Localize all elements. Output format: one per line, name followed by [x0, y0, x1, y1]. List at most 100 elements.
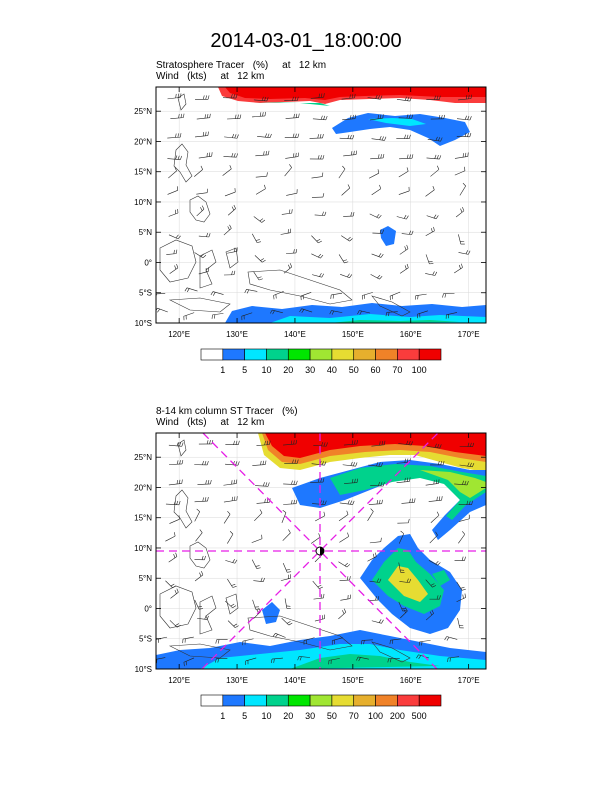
- wind-barb-feather: [349, 134, 352, 139]
- wind-barb-feather: [319, 272, 322, 277]
- wind-barb-feather: [321, 93, 323, 98]
- wind-barb-shaft: [425, 579, 433, 588]
- wind-barb-feather: [379, 499, 381, 504]
- wind-barb-feather: [429, 611, 433, 616]
- wind-barb-feather: [403, 609, 406, 613]
- wind-barb-feather: [381, 619, 384, 624]
- panel1-gridlines: [156, 87, 486, 324]
- wind-barb-shaft: [459, 185, 466, 196]
- wind-barb-shaft: [168, 212, 179, 217]
- colorbar-label: 200: [390, 711, 405, 721]
- wind-barb-feather: [377, 596, 380, 601]
- wind-barb-feather: [409, 230, 412, 235]
- wind-barb-feather: [290, 440, 293, 445]
- wind-barb-feather: [471, 500, 473, 505]
- wind-barb-feather: [173, 532, 176, 537]
- panel2-frame: [155, 432, 487, 670]
- wind-barb-shaft: [273, 290, 284, 296]
- wind-barb-feather: [179, 133, 182, 138]
- panel1-coast-southern: [168, 297, 231, 313]
- wind-barb-feather: [322, 133, 324, 138]
- wind-barb-feather: [436, 165, 440, 170]
- wind-barb-shaft: [415, 293, 427, 296]
- wind-barb-feather: [177, 133, 179, 138]
- wind-barb-feather: [323, 593, 325, 598]
- wind-barb-feather: [441, 496, 443, 501]
- panel2-small-patch-east: [432, 570, 450, 586]
- wind-barb-feather: [293, 249, 295, 254]
- wind-barb-feather: [353, 150, 355, 155]
- wind-barb-feather: [458, 264, 461, 269]
- wind-barb-feather: [237, 461, 240, 466]
- wind-barb-feather: [260, 577, 263, 582]
- wind-barb-feather: [382, 114, 384, 119]
- wind-barb-feather: [233, 623, 238, 627]
- wind-barb-shaft: [455, 210, 465, 218]
- wind-barb-feather: [350, 212, 352, 217]
- wind-barb-feather: [382, 482, 385, 487]
- wind-barb-feather: [442, 293, 444, 298]
- wind-barb-feather: [186, 288, 190, 293]
- wind-barb-shaft: [398, 190, 410, 195]
- wind-barb-feather: [469, 132, 472, 137]
- wind-barb-feather: [432, 186, 435, 190]
- wind-barb-feather: [264, 498, 266, 503]
- wind-barb-feather: [439, 95, 441, 100]
- wind-barb-feather: [406, 154, 409, 159]
- panel1-colorbar: 1 5 10 20 30 40 50 60 70 100: [200, 348, 442, 375]
- colorbar-box: [200, 694, 224, 707]
- wind-barb-feather: [352, 114, 354, 119]
- wind-barb-feather: [293, 113, 295, 118]
- wind-barb-feather: [264, 460, 267, 465]
- wind-barb-feather: [201, 205, 205, 210]
- wind-barb-shaft: [359, 310, 371, 314]
- wind-barb-shaft: [371, 253, 382, 258]
- panel2-map: 120°E 130°E 140°E 150°E 160°E 170°E 25°N 20°N 15…: [134, 432, 487, 685]
- wind-barb-feather: [320, 155, 322, 160]
- wind-barb-shaft: [386, 311, 398, 313]
- wind-barb-feather: [256, 241, 262, 243]
- wind-barb-feather: [441, 114, 443, 119]
- wind-barb-shaft: [196, 208, 205, 217]
- wind-barb-shaft: [358, 656, 369, 660]
- wind-barb-shaft: [338, 254, 345, 264]
- wind-barb-feather: [375, 552, 377, 557]
- wind-barb-shaft: [457, 617, 461, 628]
- wind-barb-shaft: [312, 580, 320, 589]
- wind-barb-shaft: [458, 518, 470, 522]
- colorbar-box: [244, 694, 267, 707]
- wind-barb-feather: [294, 96, 297, 101]
- wind-barb-feather: [354, 440, 356, 445]
- wind-barb-feather: [206, 461, 209, 466]
- wind-barb-feather: [437, 137, 441, 141]
- wind-barb-feather: [217, 639, 220, 644]
- wind-barb-feather: [298, 113, 300, 118]
- wind-barb-shaft: [183, 312, 195, 317]
- wind-barb-feather: [231, 206, 235, 211]
- wind-barb-feather: [350, 461, 353, 466]
- wind-barb-feather: [329, 310, 332, 315]
- wind-barb-feather: [322, 478, 325, 483]
- wind-barb-feather: [436, 95, 439, 100]
- wind-barb-feather: [261, 96, 264, 101]
- colorbar-box: [418, 694, 442, 707]
- wind-barb-feather: [206, 615, 209, 620]
- x-tick-label: 130°E: [226, 330, 248, 339]
- wind-barb-feather: [318, 240, 322, 244]
- wind-barb-shaft: [255, 188, 266, 195]
- wind-barb-feather: [287, 571, 292, 573]
- wind-barb-shaft: [183, 657, 195, 663]
- wind-barb-feather: [318, 533, 321, 538]
- wind-barb-feather: [289, 164, 292, 168]
- wind-barb-feather: [372, 553, 375, 558]
- wind-barb-feather: [391, 639, 394, 644]
- wind-barb-feather: [438, 496, 441, 501]
- colorbar-box: [266, 348, 289, 361]
- wind-barb-shaft: [246, 288, 258, 292]
- wind-barb-feather: [469, 442, 472, 447]
- wind-barb-feather: [462, 207, 465, 211]
- wind-barb-feather: [293, 440, 295, 445]
- wind-barb-feather: [375, 94, 378, 99]
- wind-barb-feather: [263, 151, 265, 156]
- wind-barb-feather: [175, 93, 177, 98]
